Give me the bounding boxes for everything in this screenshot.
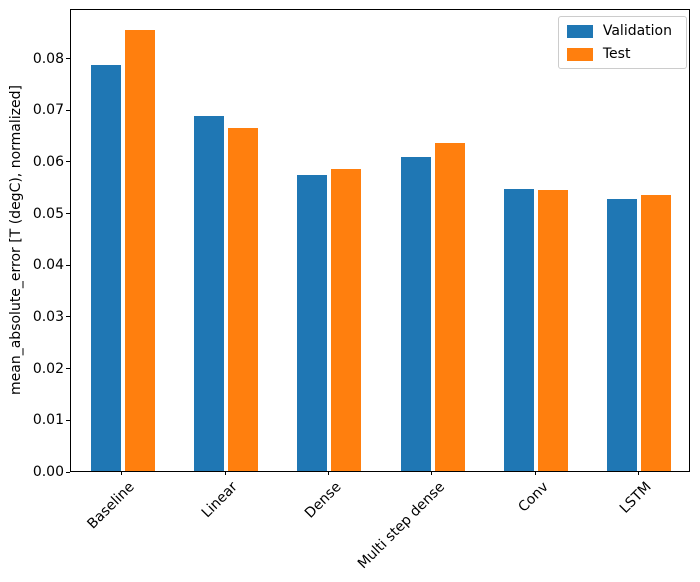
y-tick-mark [66,471,70,473]
legend-swatch-test [566,47,593,61]
y-axis-label: mean_absolute_error [T (degC), normalize… [8,85,24,395]
y-tick-mark [66,316,70,318]
bar-test-multi-step-dense [434,142,465,471]
bar-test-linear [228,128,258,471]
x-tick-label: Conv [514,479,552,516]
x-tick-label: Dense [302,479,345,522]
y-tick-label: 0.01 [32,412,64,429]
y-tick-mark [66,161,70,163]
bar-validation-baseline [90,64,121,471]
x-tick-label: Linear [199,479,242,522]
y-tick-label: 0.03 [32,308,64,325]
bar-validation-lstm [607,199,638,471]
y-tick-mark [66,264,70,266]
y-tick-mark [66,109,70,111]
y-tick-label: 0.06 [32,153,64,170]
bar-test-lstm [641,194,672,471]
plot-area: Validation Test [70,9,690,472]
legend-label: Test [602,46,631,62]
legend-entry-test: Test [566,46,678,62]
x-tick-label: LSTM [616,479,655,517]
legend: Validation Test [557,16,687,69]
bar-test-dense [331,169,362,471]
bar-test-conv [538,189,568,471]
bar-validation-linear [194,116,224,471]
bar-validation-multi-step-dense [400,156,431,471]
x-tick-label: Multi step dense [354,479,448,573]
y-tick-mark [66,419,70,421]
y-tick-label: 0.05 [32,205,64,222]
bar-test-baseline [124,29,155,471]
y-tick-label: 0.02 [32,360,64,377]
y-tick-mark [66,58,70,60]
legend-label: Validation [602,23,672,39]
legend-entry-validation: Validation [566,23,678,39]
x-tick-mark [224,471,226,475]
y-tick-label: 0.07 [32,102,64,119]
x-tick-mark [121,471,123,475]
y-tick-mark [66,213,70,215]
x-tick-label: Baseline [84,479,138,533]
x-tick-mark [534,471,536,475]
x-tick-mark [327,471,329,475]
x-tick-mark [431,471,433,475]
y-tick-mark [66,368,70,370]
legend-swatch-validation [566,24,593,38]
y-tick-label: 0.00 [32,464,64,480]
bar-validation-dense [297,174,328,471]
bar-validation-conv [504,188,534,471]
y-tick-label: 0.04 [32,257,64,274]
y-tick-label: 0.08 [32,50,64,67]
x-tick-mark [637,471,639,475]
